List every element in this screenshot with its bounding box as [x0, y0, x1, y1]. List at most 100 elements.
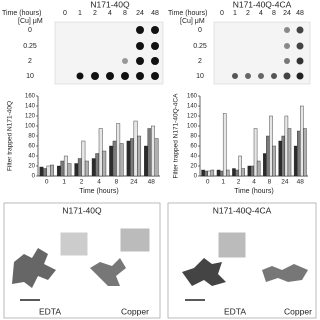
time-tick: 1 — [233, 10, 237, 17]
bar — [235, 169, 239, 177]
bar — [119, 143, 124, 177]
y-tick-label: 140 — [25, 104, 36, 110]
time-tick: 4 — [108, 10, 112, 17]
bar — [81, 140, 86, 177]
inset — [119, 227, 151, 253]
bar — [77, 158, 82, 177]
conc-tick: 10 — [196, 73, 204, 80]
condition-label: Copper — [121, 306, 149, 316]
x-axis-title: Time (hours) — [234, 188, 273, 195]
blot-title: N171-40Q — [90, 0, 130, 9]
aggregate — [182, 258, 226, 286]
conc-tick: 2 — [198, 58, 202, 65]
time-tick: 0 — [220, 10, 224, 17]
bar — [112, 140, 117, 177]
time-tick: 4 — [259, 10, 263, 17]
y-tick-label: 60 — [190, 144, 197, 150]
x-tick-label: 1 — [221, 179, 225, 186]
conc-tick: 0.25 — [193, 43, 207, 50]
spot — [296, 57, 304, 65]
bar — [238, 155, 242, 177]
bar — [222, 113, 227, 177]
conc-tick: 0 — [28, 27, 32, 34]
bar — [272, 145, 276, 177]
bar — [266, 135, 270, 177]
time-label: Time (hours) — [168, 10, 207, 17]
bar — [43, 168, 47, 177]
conc-tick: 2 — [28, 58, 32, 65]
spot — [245, 73, 251, 79]
micrograph-shapes — [12, 227, 308, 301]
conc-label: [Cu] μM — [18, 18, 43, 25]
bar — [50, 164, 54, 177]
aggregate — [12, 248, 56, 288]
bar — [201, 169, 205, 177]
spot — [91, 72, 99, 80]
panel-frame — [167, 202, 317, 319]
bar — [226, 169, 230, 177]
time-label: Time (hours) — [2, 10, 41, 17]
bar — [46, 165, 51, 177]
bar — [84, 160, 89, 177]
conc-tick: 10 — [26, 73, 34, 80]
bar — [281, 135, 286, 177]
bar — [210, 169, 215, 177]
panel-frame — [3, 202, 161, 319]
bar — [263, 153, 267, 177]
y-tick-label: 120 — [25, 114, 36, 120]
y-tick-label: 40 — [28, 154, 35, 160]
spot — [296, 26, 304, 34]
x-tick-label: 2 — [80, 179, 84, 186]
x-tick-label: 2 — [237, 179, 241, 186]
condition-label: EDTA — [224, 306, 246, 316]
bar — [284, 115, 289, 177]
blot-spots — [76, 26, 304, 80]
inset — [217, 231, 247, 259]
bar — [102, 150, 107, 177]
bar — [219, 170, 224, 177]
bar — [216, 169, 221, 177]
bar — [247, 165, 252, 177]
spot — [284, 43, 290, 49]
bar — [98, 128, 103, 177]
y-tick-label: 60 — [28, 144, 35, 150]
conc-label: [Cu] μM — [180, 18, 205, 25]
time-tick: 48 — [151, 10, 159, 17]
bar — [91, 158, 96, 177]
bar — [95, 153, 100, 177]
conc-tick: 0 — [198, 27, 202, 34]
spot — [151, 26, 159, 34]
inset — [59, 231, 89, 257]
bar — [67, 163, 72, 177]
bar — [56, 165, 61, 177]
bar — [269, 115, 273, 177]
spot — [258, 73, 264, 79]
bar — [60, 160, 65, 177]
bar — [133, 120, 138, 177]
time-tick: 8 — [123, 10, 127, 17]
x-tick-label: 8 — [268, 179, 272, 186]
spot — [296, 72, 304, 80]
panel-title: N171-40Q-4CA — [213, 205, 272, 215]
y-tick-label: 40 — [190, 154, 197, 160]
y-tick-label: 160 — [25, 94, 36, 100]
spot — [271, 73, 277, 79]
condition-label: Copper — [284, 306, 312, 316]
time-tick: 24 — [136, 10, 144, 17]
x-tick-label: 24 — [130, 179, 138, 186]
x-tick-label: 4 — [97, 179, 101, 186]
x-tick-label: 48 — [148, 179, 156, 186]
spot — [136, 72, 144, 80]
conc-tick: 0.25 — [23, 43, 37, 50]
bar — [151, 125, 155, 177]
bar — [241, 168, 245, 177]
time-tick: 8 — [272, 10, 276, 17]
y-tick-label: 80 — [28, 134, 35, 140]
y-tick-label: 100 — [25, 124, 36, 130]
bar — [137, 135, 142, 177]
time-tick: 2 — [93, 10, 97, 17]
aggregate — [90, 258, 126, 286]
bar — [74, 163, 79, 177]
spot — [283, 72, 291, 80]
